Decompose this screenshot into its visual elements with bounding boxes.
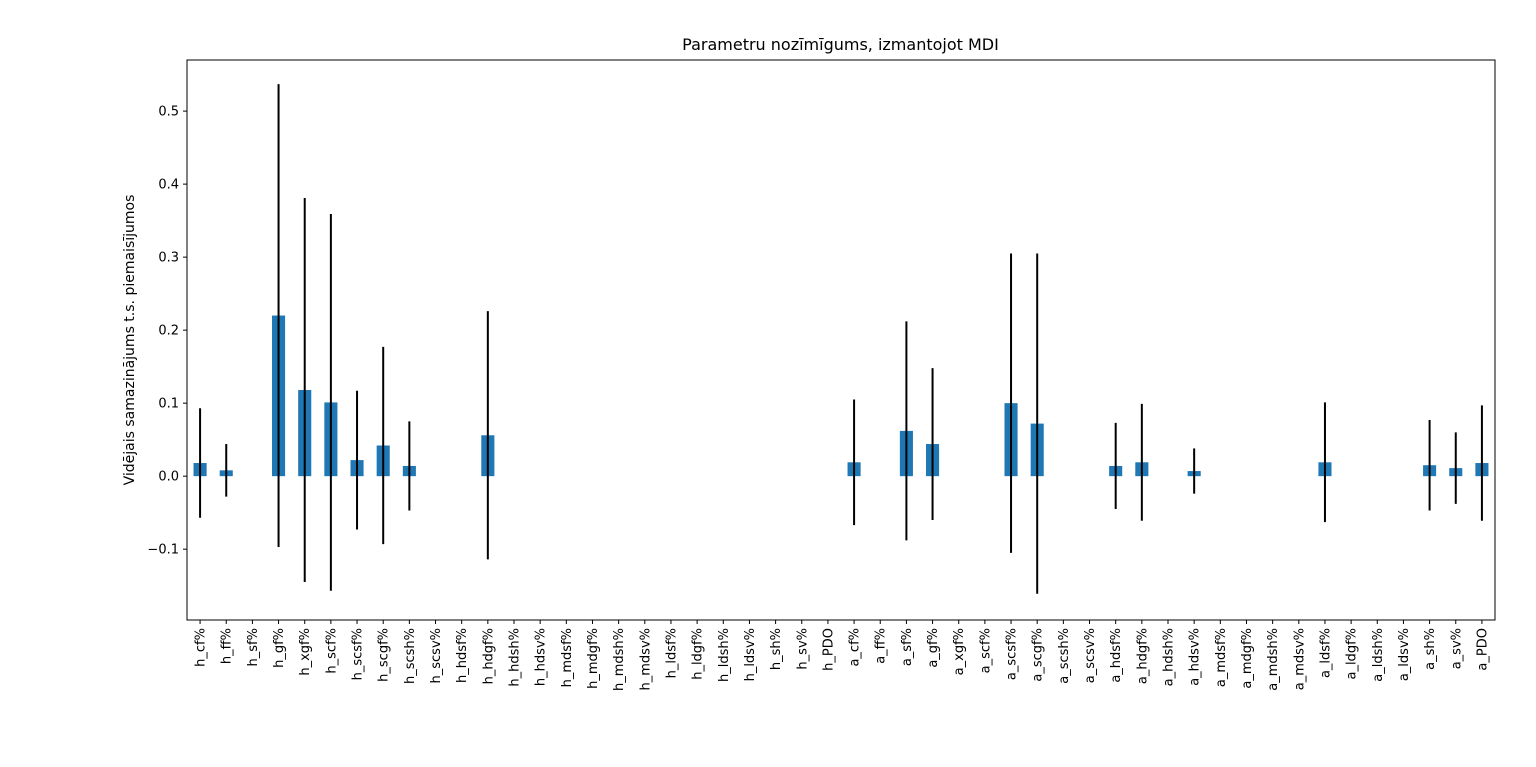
x-tick-label: a_mdgf% xyxy=(1240,628,1255,689)
x-tick-label: h_scgf% xyxy=(377,628,392,682)
x-tick-label: h_mdgf% xyxy=(586,628,601,689)
x-tick-label: a_scsv% xyxy=(1083,628,1098,683)
y-tick-label: 0.3 xyxy=(158,251,179,266)
error-bars-layer xyxy=(199,84,1483,594)
x-tick-label: a_sh% xyxy=(1423,628,1438,670)
x-tick-label: a_ldsh% xyxy=(1371,628,1386,682)
y-tick-label: 0.5 xyxy=(158,105,179,120)
bars-layer xyxy=(193,315,1489,477)
x-tick-label: a_scsh% xyxy=(1057,628,1072,684)
x-tick-label: h_sh% xyxy=(769,628,784,670)
x-tick-label: h_sf% xyxy=(246,628,261,666)
chart-title: Parametru nozīmīgums, izmantojot MDI xyxy=(682,35,999,54)
x-tick-label: h_gf% xyxy=(272,628,287,668)
x-tick-label: h_scsf% xyxy=(351,628,366,680)
x-tick-label: a_ldsv% xyxy=(1397,628,1412,681)
x-tick-label: a_mdsv% xyxy=(1292,628,1307,690)
y-axis: −0.1 0.0 0.1 0.2 0.3 0.4 0.5 xyxy=(147,105,187,558)
y-tick-label: −0.1 xyxy=(147,543,179,558)
x-tick-label: a_ldgf% xyxy=(1345,628,1360,680)
x-tick-label: h_hdsh% xyxy=(508,628,523,687)
x-tick-label: h_cf% xyxy=(194,628,209,667)
x-tick-label: a_hdsf% xyxy=(1109,628,1124,683)
x-tick-label: h_scsv% xyxy=(429,628,444,683)
x-tick-label: h_mdsv% xyxy=(638,628,653,690)
x-tick-label: h_scsh% xyxy=(403,628,418,684)
x-tick-label: h_mdsh% xyxy=(612,628,627,691)
x-tick-label: h_hdgf% xyxy=(481,628,496,684)
y-tick-label: 0.4 xyxy=(158,178,179,193)
x-tick-label: h_scf% xyxy=(324,628,339,674)
x-tick-label: a_scgf% xyxy=(1031,628,1046,682)
x-tick-label: h_mdsf% xyxy=(560,628,575,687)
y-axis-label: Vidējais samazinājums t.s. piemaisījumos xyxy=(122,195,138,486)
x-tick-label: a_ldsf% xyxy=(1318,628,1333,678)
x-tick-label: a_mdsf% xyxy=(1214,628,1229,687)
y-tick-label: 0.2 xyxy=(158,324,179,339)
x-tick-label: a_scf% xyxy=(978,628,993,673)
x-tick-label: a_ff% xyxy=(874,628,889,664)
x-tick-label: a_hdgf% xyxy=(1135,628,1150,684)
x-tick-label: h_ldsf% xyxy=(664,628,679,678)
x-tick-label: a_PDO xyxy=(1475,628,1490,671)
x-tick-label: h_hdsf% xyxy=(455,628,470,683)
x-tick-label: h_ff% xyxy=(220,628,235,664)
y-tick-label: 0.0 xyxy=(158,470,179,485)
x-tick-label: h_sv% xyxy=(795,628,810,670)
y-tick-label: 0.1 xyxy=(158,397,179,412)
plot-frame xyxy=(186,59,1496,621)
x-tick-label: a_cf% xyxy=(848,628,863,667)
x-tick-label: a_mdsh% xyxy=(1266,628,1281,691)
x-tick-label: a_scsf% xyxy=(1005,628,1020,680)
x-tick-label: a_sf% xyxy=(900,628,915,666)
x-tick-label: a_sv% xyxy=(1449,628,1464,669)
x-tick-label: h_PDO xyxy=(821,628,836,671)
x-axis: h_cf% h_ff% h_sf% h_gf% h_xgf% h_scf% h_scsf% h… xyxy=(194,620,1490,691)
x-tick-label: h_ldsv% xyxy=(743,628,758,681)
x-tick-label: a_hdsv% xyxy=(1188,628,1203,686)
x-tick-label: h_hdsv% xyxy=(534,628,549,686)
x-tick-label: a_xgf% xyxy=(952,628,967,675)
x-tick-label: a_gf% xyxy=(926,628,941,668)
x-tick-label: h_ldgf% xyxy=(691,628,706,680)
x-tick-label: h_ldsh% xyxy=(717,628,732,682)
x-tick-label: h_xgf% xyxy=(298,628,313,676)
x-tick-label: a_hdsh% xyxy=(1162,628,1177,686)
